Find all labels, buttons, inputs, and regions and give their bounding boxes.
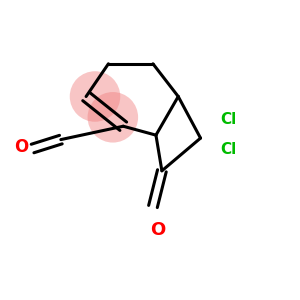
Circle shape [70,71,120,122]
Text: O: O [14,138,28,156]
Text: Cl: Cl [221,112,237,127]
Text: Cl: Cl [221,142,237,157]
Text: O: O [150,221,165,239]
Circle shape [88,92,138,142]
